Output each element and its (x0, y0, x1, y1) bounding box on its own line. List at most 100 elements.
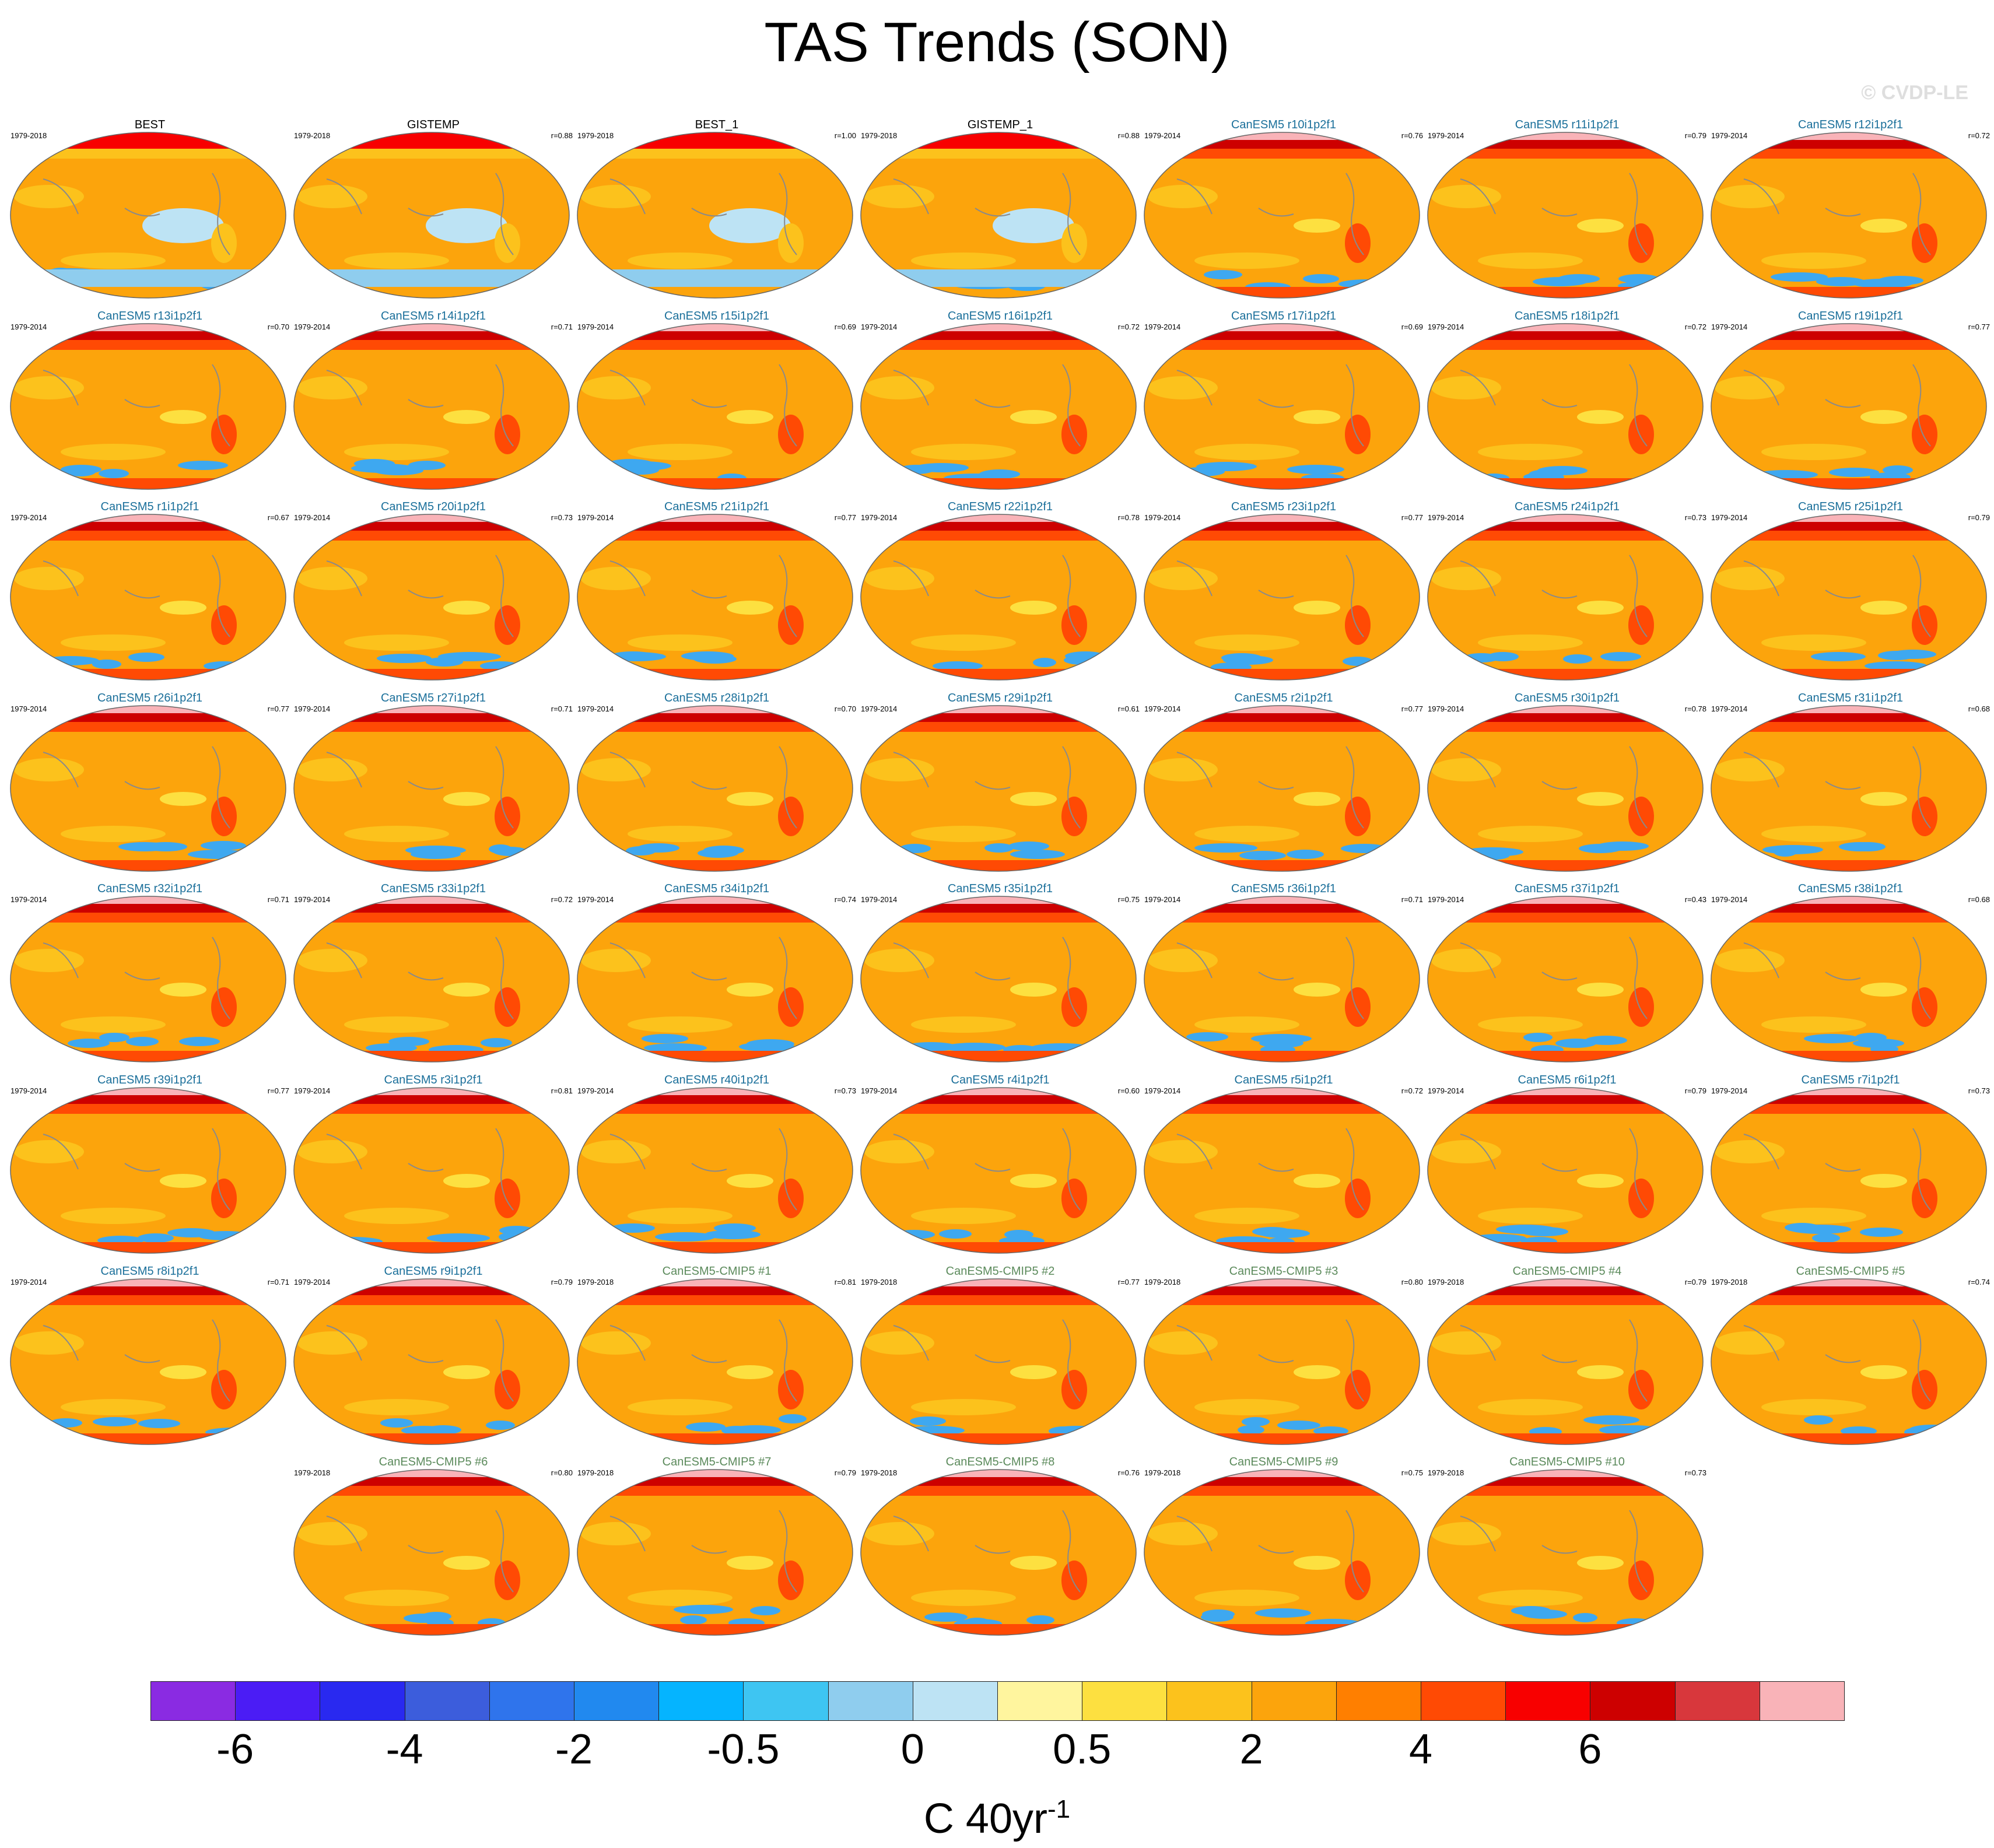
panel-years: 1979-2014 (577, 513, 614, 523)
panel-title: CanESM5-CMIP5 #9 (1229, 1456, 1338, 1469)
colorbar-swatch (150, 1681, 236, 1721)
panel-correlation: r=0.88 (551, 131, 573, 140)
panel-title: CanESM5 r12i1p2f1 (1797, 118, 1904, 131)
map-panel: CanESM5 r26i1p2f1 1979-2014 r=0.77 (8, 692, 292, 882)
panel-years: 1979-2014 (577, 1086, 614, 1095)
panel-title: CanESM5 r8i1p2f1 (100, 1264, 199, 1278)
trend-map (577, 1469, 853, 1636)
panel-correlation: r=0.77 (1117, 1277, 1140, 1286)
panel-title: CanESM5-CMIP5 #2 (945, 1264, 1055, 1278)
panel-title: CanESM5 r34i1p2f1 (664, 882, 770, 896)
panel-title: CanESM5-CMIP5 #8 (945, 1456, 1055, 1469)
panel-correlation: r=0.80 (1401, 1277, 1423, 1286)
colorbar-swatch (320, 1681, 405, 1721)
panel-title: CanESM5 r27i1p2f1 (380, 691, 486, 704)
panel-correlation: r=0.75 (1401, 1468, 1423, 1478)
panel-years: 1979-2018 (1428, 1277, 1464, 1286)
trend-map (10, 132, 286, 299)
panel-correlation: r=0.76 (1117, 1468, 1140, 1478)
trend-map (577, 896, 853, 1063)
units-base: C 40yr (923, 1796, 1047, 1842)
panel-years: 1979-2014 (577, 704, 614, 713)
panel-title: CanESM5 r16i1p2f1 (947, 309, 1053, 322)
colorbar-swatch (1505, 1681, 1591, 1721)
colorbar-label: -4 (386, 1726, 423, 1773)
trend-map (10, 1087, 286, 1254)
panel-years: 1979-2014 (1144, 1086, 1181, 1095)
colorbar-units: C 40yr-1 (0, 1783, 1994, 1845)
map-panel: CanESM5 r33i1p2f1 1979-2014 r=0.72 (292, 882, 575, 1072)
map-panel: CanESM5 r29i1p2f1 1979-2014 r=0.61 (858, 692, 1142, 882)
panel-years: 1979-2014 (1428, 895, 1464, 904)
trend-map (10, 896, 286, 1063)
panel-years: 1979-2014 (1428, 322, 1464, 331)
map-panel: CanESM5 r16i1p2f1 1979-2014 r=0.72 (858, 310, 1142, 500)
panel-years: 1979-2014 (1144, 895, 1181, 904)
panel-correlation: r=0.79 (1684, 1277, 1706, 1286)
map-panel: CanESM5 r5i1p2f1 1979-2014 r=0.72 (1142, 1074, 1425, 1264)
panel-years: 1979-2014 (10, 1277, 47, 1286)
trend-map (860, 514, 1137, 681)
panel-title: CanESM5 r7i1p2f1 (1801, 1074, 1900, 1086)
map-panel: CanESM5 r28i1p2f1 1979-2014 r=0.70 (575, 692, 858, 882)
panel-years: 1979-2014 (1711, 131, 1748, 140)
trend-map (1711, 896, 1987, 1063)
panel-correlation: r=0.70 (834, 704, 856, 713)
panel-years: 1979-2018 (577, 131, 614, 140)
panel-title: CanESM5 r13i1p2f1 (97, 309, 203, 322)
panel-correlation: r=0.77 (267, 1086, 289, 1095)
panel-years: 1979-2014 (1711, 895, 1748, 904)
panel-correlation: r=0.72 (1968, 131, 1990, 140)
map-panel: CanESM5 r3i1p2f1 1979-2014 r=0.81 (292, 1074, 575, 1264)
panel-correlation: r=0.78 (1684, 704, 1706, 713)
panel-title: CanESM5-CMIP5 #7 (662, 1456, 772, 1469)
panel-years: 1979-2018 (10, 131, 47, 140)
panel-title: CanESM5 r39i1p2f1 (97, 1074, 203, 1086)
colorbar-swatch (1421, 1681, 1506, 1721)
panel-title: CanESM5-CMIP5 #4 (1512, 1264, 1622, 1278)
trend-map (1427, 705, 1704, 872)
panel-correlation: r=0.81 (834, 1277, 856, 1286)
map-panel: CanESM5 r30i1p2f1 1979-2014 r=0.78 (1425, 692, 1709, 882)
trend-map (1711, 514, 1987, 681)
panel-correlation: r=0.73 (1968, 1086, 1990, 1095)
panel-title: CanESM5 r28i1p2f1 (664, 691, 770, 704)
map-panel-grid: BEST 1979-2018 GISTEMP 1979-2018 r=0.88 BEST_… (8, 118, 1992, 1636)
trend-map (1711, 1087, 1987, 1254)
colorbar-swatch (1759, 1681, 1845, 1721)
panel-title: CanESM5 r26i1p2f1 (97, 691, 203, 704)
panel-correlation: r=0.73 (551, 513, 573, 523)
panel-correlation: r=0.72 (1684, 322, 1706, 331)
panel-years: 1979-2014 (1144, 131, 1181, 140)
trend-map (293, 1087, 570, 1254)
map-panel: CanESM5 r6i1p2f1 1979-2014 r=0.79 (1425, 1074, 1709, 1264)
panel-years: 1979-2014 (861, 513, 898, 523)
colorbar-swatch (1251, 1681, 1337, 1721)
map-panel: CanESM5 r7i1p2f1 1979-2014 r=0.73 (1709, 1074, 1992, 1264)
panel-years: 1979-2014 (1428, 704, 1464, 713)
colorbar-swatch (658, 1681, 744, 1721)
trend-map (1144, 132, 1420, 299)
panel-title: CanESM5 r2i1p2f1 (1234, 691, 1333, 704)
panel-title: BEST (134, 118, 166, 131)
trend-map (1144, 1278, 1420, 1445)
panel-years: 1979-2014 (1711, 1086, 1748, 1095)
units-exponent: -1 (1047, 1795, 1071, 1824)
panel-correlation: r=0.71 (267, 1277, 289, 1286)
trend-map (1711, 705, 1987, 872)
map-panel: CanESM5 r32i1p2f1 1979-2014 r=0.71 (8, 882, 292, 1072)
panel-title: CanESM5 r21i1p2f1 (664, 500, 770, 514)
panel-correlation: r=0.79 (551, 1277, 573, 1286)
panel-title: GISTEMP_1 (967, 118, 1033, 131)
panel-correlation: r=0.72 (1117, 322, 1140, 331)
map-panel: CanESM5 r38i1p2f1 1979-2014 r=0.68 (1709, 882, 1992, 1072)
panel-correlation: r=0.67 (267, 513, 289, 523)
panel-title: CanESM5 r19i1p2f1 (1797, 309, 1904, 322)
map-panel: CanESM5 r14i1p2f1 1979-2014 r=0.71 (292, 310, 575, 500)
panel-title: CanESM5 r32i1p2f1 (97, 882, 203, 896)
panel-years: 1979-2014 (861, 895, 898, 904)
panel-correlation: r=0.61 (1117, 704, 1140, 713)
trend-map (860, 1087, 1137, 1254)
colorbar-swatch (743, 1681, 829, 1721)
panel-years: 1979-2018 (861, 131, 898, 140)
